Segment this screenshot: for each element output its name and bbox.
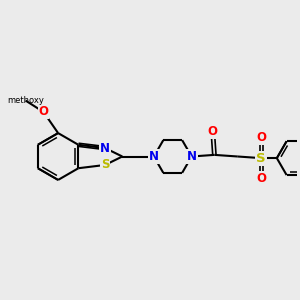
Text: methoxy: methoxy xyxy=(7,96,44,105)
Text: O: O xyxy=(256,172,266,185)
Text: N: N xyxy=(187,150,196,163)
Text: O: O xyxy=(208,125,218,138)
Text: N: N xyxy=(149,150,159,163)
Text: N: N xyxy=(100,142,110,154)
Text: O: O xyxy=(256,131,266,145)
Text: S: S xyxy=(101,158,109,172)
Text: S: S xyxy=(256,152,266,165)
Text: O: O xyxy=(38,105,49,119)
